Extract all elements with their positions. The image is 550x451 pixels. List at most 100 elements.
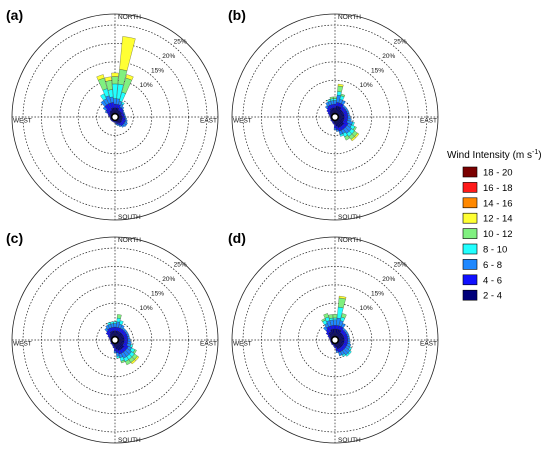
wind-rose-wedge xyxy=(325,332,330,336)
wind-rose-wedge xyxy=(347,336,350,339)
wind-rose-wedge xyxy=(96,74,105,81)
wind-rose-wedge xyxy=(337,83,344,87)
compass-west-label: WEST xyxy=(233,118,252,125)
legend-title-superscript: -1 xyxy=(532,149,538,156)
wind-rose-wedge xyxy=(347,350,352,355)
wind-rose-wedge xyxy=(129,344,133,348)
wind-rose-wedge xyxy=(120,359,126,364)
wind-rose-wedge xyxy=(122,110,125,114)
ring-label: 25% xyxy=(394,39,407,46)
center-hub xyxy=(330,335,340,345)
wind-rose-wedge xyxy=(102,106,108,111)
wind-rose-wedge xyxy=(124,338,128,342)
ring-label: 10% xyxy=(360,82,373,89)
wind-rose-wedge xyxy=(124,117,127,121)
ring-label: 15% xyxy=(151,68,164,75)
center-hub xyxy=(110,112,120,122)
grid-ring xyxy=(297,79,373,155)
wind-rose-panel: 10% 15% 20% 25% NORTH EAST SOUTH WEST (b) xyxy=(228,7,439,221)
wind-rose-wedge xyxy=(346,343,352,348)
wind-rose-wedge xyxy=(127,336,130,339)
panel-label: (c) xyxy=(6,230,23,246)
legend-label: 6 - 8 xyxy=(483,260,502,271)
wind-rose-wedge xyxy=(333,325,337,330)
wind-rose-wedge xyxy=(130,359,136,365)
wind-rose-wedge xyxy=(333,344,335,347)
wind-rose-wedge xyxy=(110,321,114,325)
wind-rose-wedge xyxy=(341,323,346,329)
ring-label: 20% xyxy=(162,53,175,60)
wind-rose-wedge xyxy=(325,101,330,107)
ring-label: 20% xyxy=(382,276,395,283)
legend-items: 18 - 20 16 - 18 14 - 16 12 - 14 10 - 12 8 - 1… xyxy=(462,166,513,302)
wind-rose-wedge xyxy=(134,355,140,361)
wind-rose-wedge xyxy=(337,85,344,93)
wind-rose-wedge xyxy=(344,338,348,342)
wind-rose-wedge xyxy=(111,76,119,85)
compass-north-label: NORTH xyxy=(118,237,141,244)
wind-rose-wedge xyxy=(122,109,125,112)
wind-rose-wedge xyxy=(105,332,111,337)
wind-rose-wedge xyxy=(113,327,117,331)
compass-north-label: NORTH xyxy=(118,14,141,21)
wind-rose-wedge xyxy=(345,331,349,335)
wind-rose-wedge xyxy=(100,100,107,107)
compass-east-label: EAST xyxy=(420,341,437,348)
grid-ring xyxy=(96,321,134,359)
wind-rose-wedge xyxy=(321,318,326,323)
wind-rose-wedge xyxy=(323,313,329,319)
wind-rose-wedge xyxy=(116,355,120,359)
wind-rose-wedge xyxy=(122,327,126,332)
wind-rose-wedge xyxy=(339,133,344,137)
wind-rose-wedge xyxy=(125,331,129,335)
wind-rose-wedge xyxy=(107,322,111,326)
wind-rose-wedge xyxy=(119,36,136,71)
ring-label: 15% xyxy=(371,68,384,75)
wind-rose-wedge xyxy=(328,314,334,319)
grid-ring xyxy=(77,302,153,378)
panels-layer: 10% 15% 20% 25% NORTH EAST SOUTH WEST (a) 10% 15% 2… xyxy=(6,7,439,444)
compass-east-label: EAST xyxy=(200,341,217,348)
legend-label: 14 - 16 xyxy=(483,198,513,209)
ring-label: 10% xyxy=(360,305,373,312)
wind-rose-wedge xyxy=(333,127,337,130)
grid-ring xyxy=(96,98,134,136)
wind-rose-wedge xyxy=(329,96,334,100)
wind-rose-wedge xyxy=(127,338,131,342)
wind-rose-wedge xyxy=(342,327,346,332)
wind-rose-wedge xyxy=(348,346,352,351)
wind-rose-wedge xyxy=(104,110,108,114)
legend-swatch xyxy=(462,182,478,193)
wind-rose-wedge xyxy=(335,350,339,353)
wind-rose-wedge xyxy=(346,110,350,114)
legend-title-close: ) xyxy=(538,150,541,161)
legend-label: 10 - 12 xyxy=(483,229,513,240)
wind-rose-wedge xyxy=(112,343,114,347)
compass-west-label: WEST xyxy=(13,341,32,348)
legend-label: 8 - 10 xyxy=(483,245,507,256)
wind-rose-wedge xyxy=(100,93,107,101)
wind-rose-wedge xyxy=(122,123,127,127)
wind-rose-wedge xyxy=(121,124,125,128)
wind-rose-wedge xyxy=(332,314,338,319)
wind-rose-wedge xyxy=(337,297,346,309)
wind-rose-wedge xyxy=(119,320,124,326)
compass-south-label: SOUTH xyxy=(118,437,141,444)
wind-rose-wedge xyxy=(342,104,346,109)
ring-label: 10% xyxy=(140,82,153,89)
wind-rose-wedge xyxy=(347,113,350,116)
wind-rose-wedge xyxy=(123,121,128,126)
wind-rose-wedge xyxy=(344,134,350,141)
compass-west-label: WEST xyxy=(233,341,252,348)
grid-ring xyxy=(297,302,373,378)
wind-rose-wedge xyxy=(340,93,346,98)
wind-rose-wedge xyxy=(345,108,349,112)
wind-rose-panel: 10% 15% 20% 25% NORTH EAST SOUTH WEST (a) xyxy=(6,7,219,221)
compass-south-label: SOUTH xyxy=(118,214,141,221)
wind-rose-wedge xyxy=(347,341,351,345)
wind-rose-wedge xyxy=(333,124,337,129)
wind-rose-wedge xyxy=(326,109,331,114)
wind-rose-wedge xyxy=(344,115,348,119)
grid-ring xyxy=(316,98,354,136)
legend-swatch xyxy=(462,289,478,301)
